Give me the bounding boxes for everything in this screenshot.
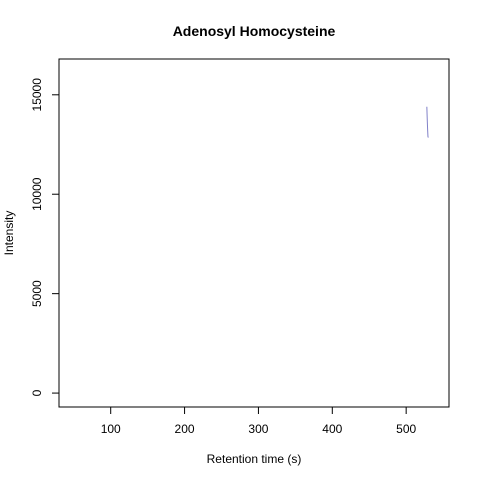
- y-axis: 0 5000 10000 15000: [30, 78, 60, 396]
- series-line: [426, 106, 429, 138]
- plot-area-box: [58, 58, 450, 408]
- y-tick-label: 15000: [30, 78, 44, 112]
- chart-title: Adenosyl Homocysteine: [173, 23, 336, 39]
- x-axis-label: Retention time (s): [207, 452, 302, 466]
- y-tick-label: 0: [30, 389, 44, 396]
- x-tick-label: 400: [322, 422, 342, 436]
- y-tick-label: 10000: [30, 177, 44, 211]
- x-axis: 100 200 300 400 500: [101, 406, 416, 436]
- x-tick-label: 500: [396, 422, 416, 436]
- series-layer: [426, 106, 429, 138]
- y-axis-label: Intensity: [2, 211, 16, 256]
- x-tick-label: 300: [248, 422, 268, 436]
- y-tick-label: 5000: [30, 280, 44, 307]
- x-tick-label: 100: [101, 422, 121, 436]
- x-tick-label: 200: [175, 422, 195, 436]
